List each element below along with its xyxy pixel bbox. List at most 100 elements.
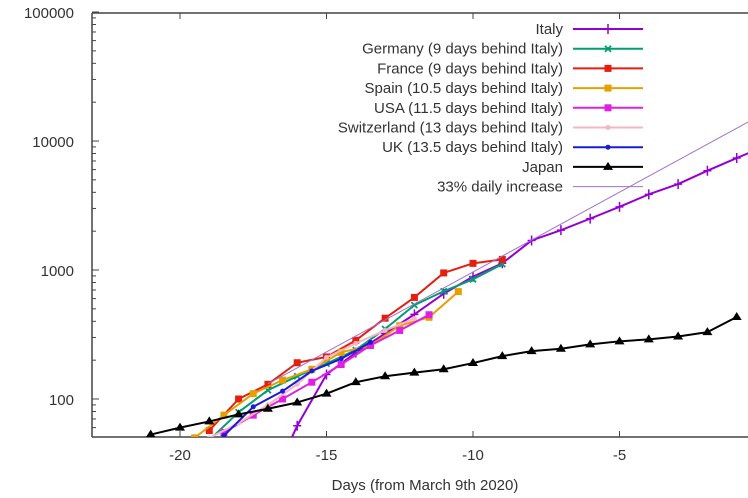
legend: Italy Germany (9 days behind Italy) France… (338, 21, 643, 196)
data-point (366, 341, 374, 349)
data-point (264, 380, 272, 388)
y-tick-label: 10000 (32, 134, 74, 151)
data-point (438, 364, 449, 373)
data-point (350, 377, 361, 386)
data-point (321, 388, 332, 397)
data-point (146, 429, 156, 437)
data-point (498, 255, 506, 263)
data-point (292, 397, 303, 406)
legend-label: UK (13.5 days behind Italy) (382, 139, 563, 156)
series-japan (146, 312, 742, 437)
legend-marker (604, 64, 612, 72)
data-point (497, 351, 508, 360)
series-layer (146, 121, 748, 494)
legend-label: Germany (9 days behind Italy) (362, 41, 563, 58)
data-point (644, 189, 653, 200)
data-point (556, 225, 565, 236)
legend-label: Japan (522, 159, 563, 176)
data-point (468, 358, 478, 367)
data-point (411, 316, 417, 322)
data-point (674, 179, 683, 190)
legend-item-33: 33% daily increase (437, 179, 643, 196)
data-point (731, 312, 742, 321)
data-point (352, 336, 360, 344)
data-point (262, 403, 273, 412)
data-point (380, 371, 391, 380)
data-point (555, 343, 566, 352)
legend-marker (603, 161, 613, 170)
legend-item-germany: Germany (9 days behind Italy) (362, 41, 643, 58)
legend-item-italy: Italy (535, 21, 643, 38)
data-point (250, 404, 256, 410)
data-point (469, 275, 477, 283)
data-point (615, 201, 624, 212)
data-point (206, 435, 212, 437)
series-line-usa (223, 313, 430, 434)
data-point (409, 367, 420, 376)
data-point (643, 334, 654, 343)
data-point (235, 395, 243, 403)
data-point (191, 434, 199, 437)
legend-item-usa: USA (11.5 days behind Italy) (374, 100, 643, 117)
data-point (175, 422, 185, 431)
data-point (381, 314, 389, 322)
legend-marker (604, 104, 612, 112)
data-point (309, 368, 315, 374)
data-point (425, 311, 433, 319)
data-point (732, 153, 741, 164)
data-point (586, 213, 595, 224)
series-line-italy (290, 152, 748, 437)
data-point (324, 354, 329, 360)
y-tick-label: 100 (49, 392, 74, 409)
data-point (585, 339, 596, 348)
data-point (205, 426, 213, 434)
data-point (703, 165, 712, 176)
legend-label: USA (11.5 days behind Italy) (374, 100, 563, 117)
data-point (338, 356, 344, 362)
axes: -20 -15 -10 -5 100 1000 10000 100000 (24, 5, 748, 464)
data-point (308, 378, 316, 386)
plot-area (146, 121, 748, 494)
data-point (410, 293, 418, 301)
legend-marker (605, 125, 611, 130)
x-tick-label: -10 (462, 447, 484, 464)
data-point (353, 340, 359, 346)
legend-label: Switzerland (13 days behind Italy) (338, 120, 563, 137)
data-point (396, 322, 404, 330)
data-point (264, 484, 272, 494)
data-point (220, 428, 228, 436)
legend-item-switzerland: Switzerland (13 days behind Italy) (338, 120, 643, 137)
data-point (526, 346, 537, 355)
legend-label: Spain (10.5 days behind Italy) (365, 80, 563, 97)
legend-label: 33% daily increase (437, 179, 563, 196)
data-point (204, 416, 215, 425)
legend-item-japan: Japan (522, 159, 643, 176)
data-point (220, 411, 228, 419)
data-point (221, 433, 227, 437)
data-point (279, 395, 287, 403)
legend-label: Italy (535, 21, 563, 38)
data-point (280, 388, 286, 394)
data-point (279, 376, 287, 384)
x-tick-label: -20 (169, 447, 191, 464)
data-point (454, 288, 462, 296)
data-point (337, 348, 345, 356)
legend-marker (605, 144, 611, 150)
data-point (469, 259, 477, 267)
legend-label: France (9 days behind Italy) (377, 60, 563, 77)
legend-marker (604, 84, 612, 92)
data-point (396, 326, 404, 334)
data-point (367, 339, 373, 345)
data-point (293, 359, 301, 367)
legend-item-france: France (9 days behind Italy) (377, 60, 643, 77)
data-point (614, 336, 625, 345)
data-point (673, 331, 684, 340)
series-33 (267, 121, 748, 385)
y-tick-label: 100000 (24, 5, 74, 22)
series-usa (220, 311, 433, 436)
data-point (702, 327, 713, 336)
x-axis-label: Days (from March 9th 2020) (332, 477, 519, 494)
data-point (293, 420, 302, 431)
y-tick-label: 1000 (41, 263, 74, 280)
